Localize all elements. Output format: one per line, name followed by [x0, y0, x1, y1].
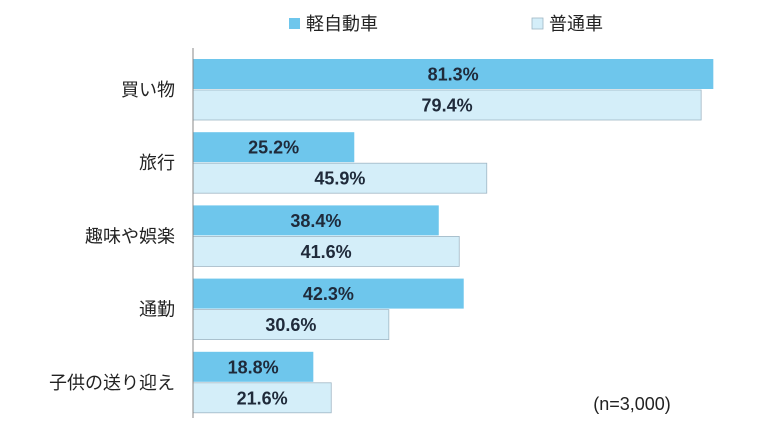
legend-label-0: 軽自動車	[306, 14, 378, 35]
bar-futsu-4	[192, 382, 332, 414]
category-label-4: 子供の送り迎え	[49, 373, 175, 394]
legend-swatch-1	[531, 17, 544, 30]
data-label-futsu-0: 79.4%	[422, 96, 473, 116]
data-label-futsu-3: 30.6%	[265, 315, 316, 335]
data-label-kei-3: 42.3%	[303, 284, 354, 304]
data-label-kei-2: 38.4%	[290, 211, 341, 231]
data-label-futsu-2: 41.6%	[301, 242, 352, 262]
legend: 軽自動車 普通車	[289, 14, 603, 35]
bar-futsu-0	[192, 89, 702, 121]
data-label-futsu-1: 45.9%	[314, 169, 365, 189]
legend-swatch-0	[289, 18, 300, 29]
bar-kei-0	[193, 59, 714, 89]
category-label-1: 旅行	[139, 153, 175, 174]
bar-futsu-3	[192, 309, 390, 341]
bar-kei-4	[193, 351, 314, 382]
bar-kei-1	[193, 132, 355, 163]
data-label-futsu-4: 21.6%	[237, 388, 288, 408]
category-label-3: 通勤	[139, 300, 175, 321]
legend-label-1: 普通車	[549, 14, 603, 35]
category-label-2: 趣味や娯楽	[85, 226, 175, 247]
sample-size-note: (n=3,000)	[593, 394, 671, 414]
data-label-kei-4: 18.8%	[228, 357, 279, 377]
data-label-kei-1: 25.2%	[248, 138, 299, 158]
bar-kei-2	[193, 205, 439, 236]
bar-kei-3	[193, 278, 464, 309]
bars-group: 81.3% 79.4% 25.2% 45.9% 38.4% 41.6% 42.3% 30.6%…	[192, 59, 714, 414]
category-label-0: 買い物	[121, 80, 175, 101]
data-label-kei-0: 81.3%	[428, 65, 479, 85]
bar-futsu-2	[192, 235, 460, 267]
